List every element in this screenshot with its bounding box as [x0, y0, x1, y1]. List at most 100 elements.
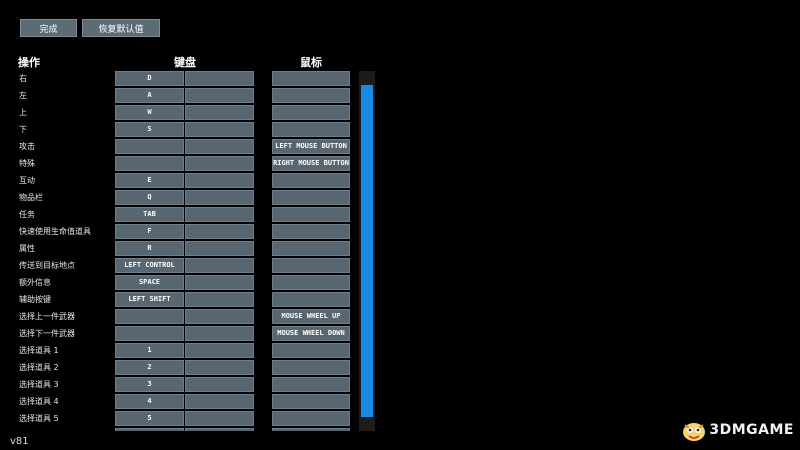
mouse-binding[interactable] — [272, 88, 350, 103]
mouse-binding[interactable] — [272, 190, 350, 205]
keyboard-secondary-binding[interactable] — [185, 105, 254, 120]
keyboard-secondary-binding[interactable] — [185, 309, 254, 324]
keyboard-secondary-binding[interactable] — [185, 224, 254, 239]
action-label: 选择道具 1 — [19, 346, 59, 355]
keyboard-primary-binding[interactable]: R — [115, 241, 184, 256]
mouse-binding[interactable] — [272, 241, 350, 256]
keyboard-secondary-binding[interactable] — [185, 139, 254, 154]
mouse-binding[interactable] — [272, 377, 350, 392]
mouse-binding[interactable] — [272, 173, 350, 188]
keyboard-primary-binding[interactable] — [115, 156, 184, 171]
action-label: 快速使用生命值道具 — [19, 227, 91, 236]
mouse-binding[interactable]: MOUSE WHEEL DOWN — [272, 326, 350, 341]
done-button[interactable]: 完成 — [20, 19, 77, 37]
mouse-binding[interactable] — [272, 122, 350, 137]
keybinding-row: 互动 E — [0, 173, 360, 190]
action-label: 左 — [19, 91, 27, 100]
mouse-binding[interactable] — [272, 428, 350, 431]
keyboard-secondary-binding[interactable] — [185, 190, 254, 205]
keybinding-row: 额外信息 SPACE — [0, 275, 360, 292]
keyboard-primary-binding[interactable]: SPACE — [115, 275, 184, 290]
action-label: 选择下一件武器 — [19, 329, 75, 338]
keyboard-secondary-binding[interactable] — [185, 258, 254, 273]
keyboard-primary-binding[interactable] — [115, 309, 184, 324]
mouse-binding[interactable]: RIGHT MOUSE BUTTON — [272, 156, 350, 171]
keyboard-primary-binding[interactable]: LEFT CONTROL — [115, 258, 184, 273]
keyboard-secondary-binding[interactable] — [185, 360, 254, 375]
keyboard-primary-binding[interactable]: LEFT SHIFT — [115, 292, 184, 307]
watermark: 3DMGAME — [681, 416, 794, 444]
keyboard-secondary-binding[interactable] — [185, 275, 254, 290]
keyboard-primary-binding[interactable]: 3 — [115, 377, 184, 392]
keyboard-primary-binding[interactable]: Q — [115, 190, 184, 205]
keyboard-primary-binding[interactable]: W — [115, 105, 184, 120]
keyboard-secondary-binding[interactable] — [185, 326, 254, 341]
keyboard-primary-binding[interactable]: 5 — [115, 411, 184, 426]
keyboard-secondary-binding[interactable] — [185, 207, 254, 222]
keyboard-secondary-binding[interactable] — [185, 71, 254, 86]
mouse-binding[interactable]: MOUSE WHEEL UP — [272, 309, 350, 324]
mouse-binding[interactable] — [272, 105, 350, 120]
keyboard-primary-binding[interactable]: 1 — [115, 343, 184, 358]
keyboard-secondary-binding[interactable] — [185, 156, 254, 171]
keyboard-primary-binding[interactable] — [115, 139, 184, 154]
keyboard-secondary-binding[interactable] — [185, 122, 254, 137]
mouse-binding[interactable] — [272, 71, 350, 86]
action-label: 物品栏 — [19, 193, 43, 202]
keybinding-row: 选择上一件武器 MOUSE WHEEL UP — [0, 309, 360, 326]
keyboard-secondary-binding[interactable] — [185, 241, 254, 256]
keybinding-row: 辅助按键 LEFT SHIFT — [0, 292, 360, 309]
keyboard-primary-binding[interactable]: TAB — [115, 207, 184, 222]
keyboard-primary-binding[interactable]: A — [115, 88, 184, 103]
keyboard-primary-binding[interactable]: 4 — [115, 394, 184, 409]
keyboard-secondary-binding[interactable] — [185, 88, 254, 103]
keyboard-primary-binding[interactable]: E — [115, 173, 184, 188]
mouse-binding[interactable]: LEFT MOUSE BUTTON — [272, 139, 350, 154]
reset-defaults-button[interactable]: 恢复默认值 — [82, 19, 160, 37]
action-label: 选择道具 2 — [19, 363, 59, 372]
3dm-mascot-icon — [683, 423, 706, 441]
keyboard-primary-binding[interactable]: D — [115, 71, 184, 86]
action-label: 额外信息 — [19, 278, 51, 287]
keyboard-secondary-binding[interactable] — [185, 411, 254, 426]
keyboard-secondary-binding[interactable] — [185, 343, 254, 358]
mouse-binding[interactable] — [272, 360, 350, 375]
keyboard-secondary-binding[interactable] — [185, 292, 254, 307]
keyboard-primary-binding[interactable] — [115, 428, 184, 431]
mouse-binding[interactable] — [272, 394, 350, 409]
keyboard-secondary-binding[interactable] — [185, 428, 254, 431]
keybinding-row — [0, 428, 360, 431]
keyboard-primary-binding[interactable]: F — [115, 224, 184, 239]
keybinding-row: 快速使用生命值道具 F — [0, 224, 360, 241]
keyboard-secondary-binding[interactable] — [185, 394, 254, 409]
keybinding-row: 攻击 LEFT MOUSE BUTTON — [0, 139, 360, 156]
mouse-column-header: 鼠标 — [300, 56, 322, 69]
mouse-binding[interactable] — [272, 224, 350, 239]
keybinding-row: 选择道具 5 5 — [0, 411, 360, 428]
action-label: 攻击 — [19, 142, 35, 151]
keybinding-row: 选择下一件武器 MOUSE WHEEL DOWN — [0, 326, 360, 343]
mouse-binding[interactable] — [272, 275, 350, 290]
keyboard-secondary-binding[interactable] — [185, 377, 254, 392]
version-label: v81 — [10, 436, 29, 447]
mouse-binding[interactable] — [272, 258, 350, 273]
keybinding-row: 物品栏 Q — [0, 190, 360, 207]
keyboard-secondary-binding[interactable] — [185, 173, 254, 188]
keybinding-row: 属性 R — [0, 241, 360, 258]
mouse-binding[interactable] — [272, 207, 350, 222]
keyboard-primary-binding[interactable] — [115, 326, 184, 341]
action-label: 右 — [19, 74, 27, 83]
keyboard-primary-binding[interactable]: S — [115, 122, 184, 137]
action-label: 互动 — [19, 176, 35, 185]
action-label: 任务 — [19, 210, 35, 219]
keybinding-row: 传送到目标地点 LEFT CONTROL — [0, 258, 360, 275]
mouse-binding[interactable] — [272, 343, 350, 358]
mouse-binding[interactable] — [272, 411, 350, 426]
mouse-binding[interactable] — [272, 292, 350, 307]
scrollbar-track[interactable] — [359, 71, 375, 431]
scrollbar-thumb[interactable] — [361, 85, 373, 417]
keyboard-primary-binding[interactable]: 2 — [115, 360, 184, 375]
